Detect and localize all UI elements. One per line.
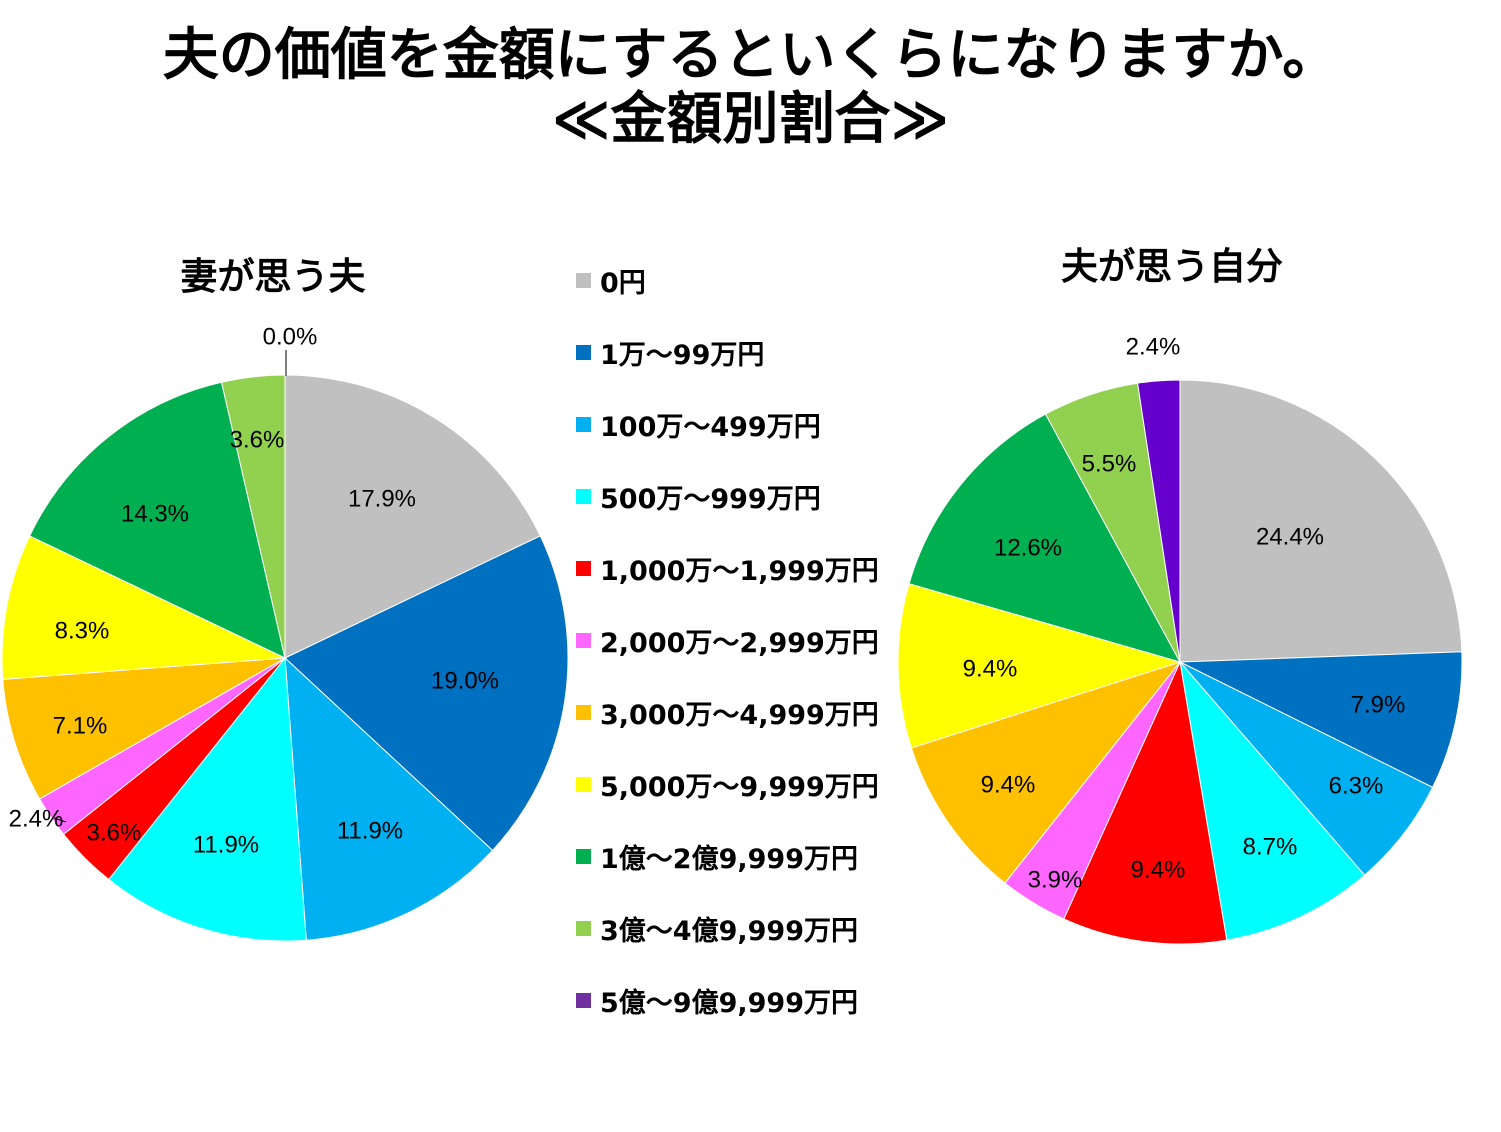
pie-slice (910, 661, 1182, 884)
legend-item: 5,000万～9,999万円 (576, 748, 879, 820)
data-label: 17.9% (348, 485, 416, 512)
legend-label: 500万～999万円 (600, 483, 821, 515)
data-label: 12.6% (994, 534, 1062, 561)
pie-slice (1179, 379, 1463, 663)
legend-swatch (576, 416, 591, 432)
legend-swatch (576, 848, 591, 864)
pie-slice (29, 381, 286, 659)
data-label: 7.9% (1351, 691, 1406, 718)
pie-slice (897, 583, 1182, 749)
legend-label: 1億～2億9,999万円 (600, 843, 858, 875)
data-label: 5.5% (1082, 450, 1137, 477)
legend-swatch (576, 920, 591, 936)
legend-item: 1億～2億9,999万円 (576, 820, 879, 892)
legend-label: 0円 (600, 267, 646, 299)
data-label: 3.9% (1028, 866, 1083, 893)
pie-slice (108, 656, 307, 942)
legend-label: 5,000万～9,999万円 (600, 771, 879, 803)
data-label: 9.4% (981, 771, 1036, 798)
pie-slice (284, 535, 569, 852)
legend-item: 3,000万～4,999万円 (576, 676, 879, 748)
legend-label: 2,000万～2,999万円 (600, 627, 879, 659)
pie-slice (1179, 651, 1463, 789)
data-label: 8.3% (55, 617, 110, 644)
pie-slice (1, 535, 287, 680)
legend-item: 100万～499万円 (576, 388, 879, 460)
legend-label: 100万～499万円 (600, 411, 821, 443)
data-label: 9.4% (963, 655, 1018, 682)
pie-slice (1137, 379, 1181, 663)
page-title-line2: ≪金額別割合≫ (551, 87, 950, 152)
data-label: 6.3% (1329, 772, 1384, 799)
legend-item: 1,000万～1,999万円 (576, 532, 879, 604)
data-label: 7.1% (53, 712, 108, 739)
data-label: 14.3% (121, 500, 189, 527)
data-label: 9.4% (1131, 856, 1186, 883)
data-label: 19.0% (431, 667, 499, 694)
chart-title-husband: 夫が思う自分 (1061, 245, 1283, 288)
pie-slice (284, 374, 541, 659)
data-label: 0.0% (263, 323, 318, 350)
legend-swatch (576, 272, 591, 288)
data-label: 24.4% (1256, 523, 1324, 550)
legend-label: 1万～99万円 (600, 339, 765, 371)
data-label: 2.4% (9, 805, 64, 832)
legend-swatch (576, 560, 591, 576)
legend-label: 3,000万～4,999万円 (600, 699, 879, 731)
legend-item: 2,000万～2,999万円 (576, 604, 879, 676)
legend-swatch (576, 992, 591, 1008)
data-label: 8.7% (1243, 833, 1298, 860)
data-label: 3.6% (87, 819, 142, 846)
legend-swatch (576, 488, 591, 504)
legend-swatch (576, 344, 591, 360)
legend-swatch (576, 704, 591, 720)
legend-item: 5億～9億9,999万円 (576, 964, 879, 1036)
legend-item: 500万～999万円 (576, 460, 879, 532)
legend-swatch (576, 776, 591, 792)
page-title: 夫の価値を金額にするといくらになりますか。 ≪金額別割合≫ (0, 24, 1501, 152)
legend: 0円 1万～99万円 100万～499万円 500万～999万円 1,000万～1,99… (576, 248, 879, 1036)
data-label: 3.6% (230, 426, 285, 453)
pie-chart-husband: 24.4% 7.9% 6.3% 8.7% 9.4% 3.9% 9.4% 9.4% 12.6% 5.… (897, 333, 1463, 945)
data-label: 11.9% (337, 817, 403, 844)
pie-slice (1179, 660, 1366, 941)
legend-item: 1万～99万円 (576, 316, 879, 388)
pie-slice (1063, 660, 1228, 945)
legend-item: 0円 (576, 244, 879, 316)
legend-item: 3億～4億9,999万円 (576, 892, 879, 964)
pie-chart-wife: 17.9% 19.0% 11.9% 11.9% 3.6% 2.4% 7.1% 8.3% 14.3… (1, 323, 569, 942)
leader-line (53, 817, 67, 823)
legend-label: 3億～4億9,999万円 (600, 915, 858, 947)
data-label: 11.9% (193, 831, 259, 858)
pie-slice (284, 656, 494, 941)
chart-title-wife: 妻が思う夫 (180, 255, 366, 298)
data-label: 2.4% (1126, 333, 1181, 360)
pie-slice (908, 413, 1182, 663)
legend-swatch (576, 632, 591, 648)
legend-label: 5億～9億9,999万円 (600, 987, 858, 1019)
legend-label: 1,000万～1,999万円 (600, 555, 879, 587)
pie-slice (220, 374, 286, 659)
page-title-line1: 夫の価値を金額にするといくらになりますか。 (162, 23, 1339, 88)
pie-slice (2, 657, 286, 800)
